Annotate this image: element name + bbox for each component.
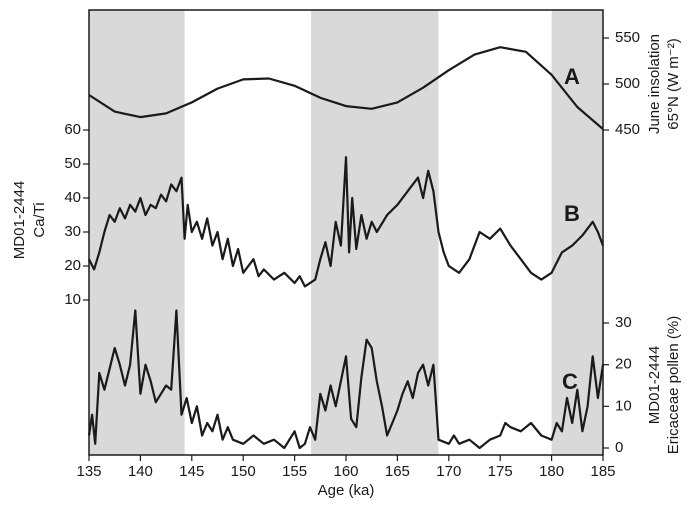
y-tick-label: 50 xyxy=(64,155,81,172)
x-tick-label: 165 xyxy=(385,463,410,480)
y-tick-label: 450 xyxy=(615,121,640,138)
y-axis-label: MD01-2444 xyxy=(646,346,663,424)
y-tick-label: 40 xyxy=(64,189,81,206)
panel-label: A xyxy=(564,64,580,89)
x-tick-label: 180 xyxy=(539,463,564,480)
x-axis-label: Age (ka) xyxy=(318,482,375,499)
panel-label: B xyxy=(564,201,580,226)
y-axis-label: 65°N (W m⁻²) xyxy=(665,38,682,129)
y-tick-label: 500 xyxy=(615,75,640,92)
y-axis-label: Ca/Ti xyxy=(31,202,48,237)
y-tick-label: 30 xyxy=(615,314,632,331)
y-tick-label: 0 xyxy=(615,439,623,456)
y-tick-label: 60 xyxy=(64,121,81,138)
data-line xyxy=(88,156,605,288)
x-tick-label: 150 xyxy=(231,463,256,480)
x-tick-label: 175 xyxy=(488,463,513,480)
data-line xyxy=(88,46,604,130)
y-axis-label: Ericaceae pollen (%) xyxy=(665,316,682,454)
x-tick-label: 170 xyxy=(436,463,461,480)
y-tick-label: 10 xyxy=(615,397,632,414)
x-tick-label: 135 xyxy=(76,463,101,480)
y-tick-label: 30 xyxy=(64,223,81,240)
y-tick-label: 20 xyxy=(64,257,81,274)
y-tick-label: 20 xyxy=(615,356,632,373)
x-tick-label: 145 xyxy=(179,463,204,480)
x-tick-label: 160 xyxy=(333,463,358,480)
y-axis-label: MD01-2444 xyxy=(11,181,28,259)
y-tick-label: 550 xyxy=(615,29,640,46)
x-tick-label: 185 xyxy=(590,463,615,480)
panel-label: C xyxy=(562,369,578,394)
x-tick-label: 155 xyxy=(282,463,307,480)
y-tick-label: 10 xyxy=(64,291,81,308)
data-line xyxy=(87,309,605,450)
y-axis-label: June insolation xyxy=(646,34,663,134)
x-tick-label: 140 xyxy=(128,463,153,480)
